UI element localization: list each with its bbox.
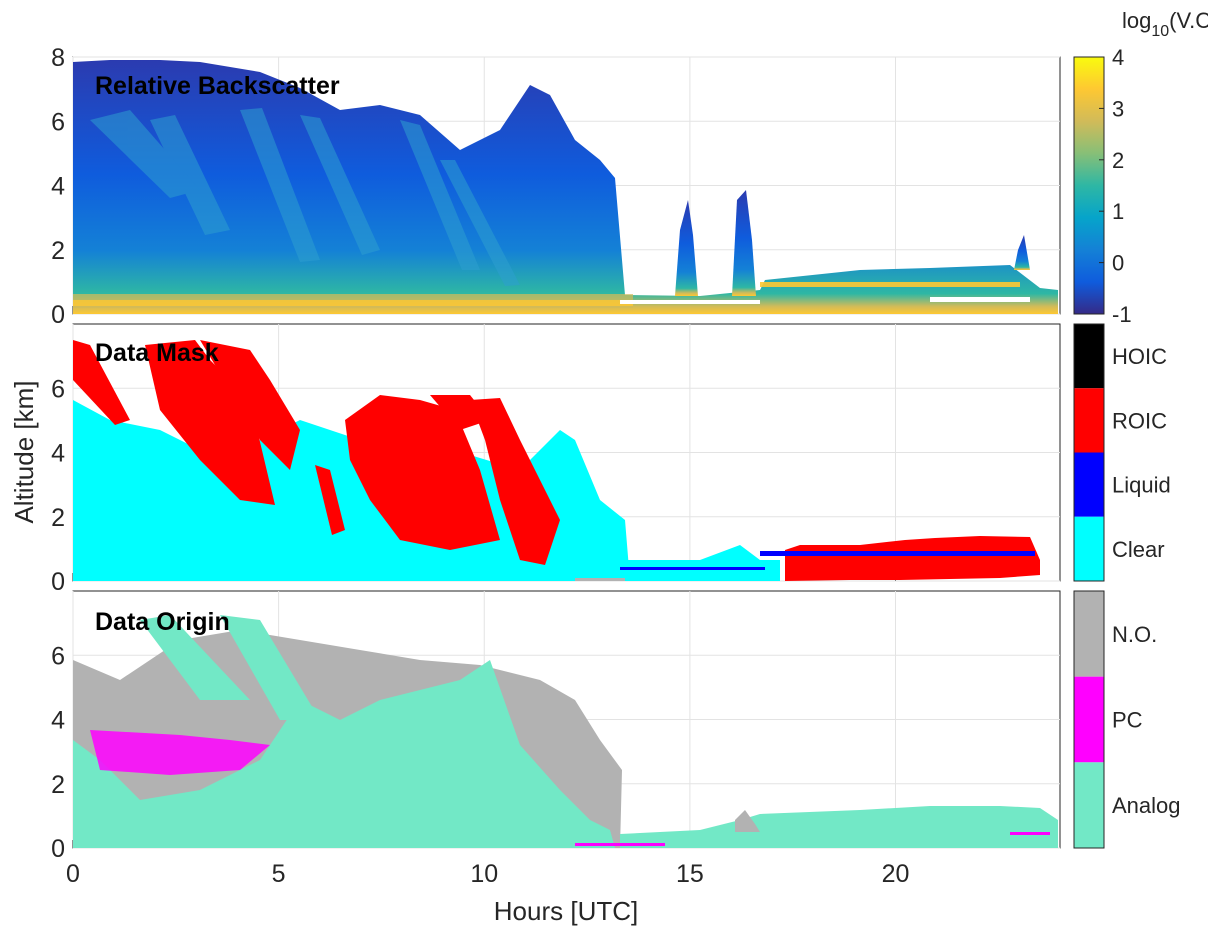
colorbar-tick-label: 0 bbox=[1112, 251, 1124, 276]
y-tick-label: 2 bbox=[51, 237, 65, 265]
backscatter-panel: Relative Backscatter 0 2 4 6 8 bbox=[51, 44, 1061, 329]
y-tick-label: 2 bbox=[51, 771, 65, 799]
y-tick-label: 4 bbox=[51, 707, 65, 735]
data-mask-panel: Data Mask 0 2 4 6 bbox=[51, 323, 1061, 596]
y-tick-label: 0 bbox=[51, 835, 65, 863]
data-origin-title: Data Origin bbox=[95, 608, 230, 636]
data-origin-heatmap bbox=[73, 615, 1058, 848]
y-tick-label: 0 bbox=[51, 301, 65, 329]
legend-label: N.O. bbox=[1112, 622, 1157, 647]
y-tick-label: 0 bbox=[51, 568, 65, 596]
y-tick-label: 6 bbox=[51, 375, 65, 403]
legend-label: Liquid bbox=[1112, 473, 1171, 498]
data-mask-heatmap bbox=[73, 340, 1040, 581]
legend-frame bbox=[1073, 323, 1105, 582]
data-origin-y-ticks: 0 2 4 6 bbox=[51, 642, 65, 863]
colorbar-tick-label: 1 bbox=[1112, 199, 1124, 224]
data-origin-legend: N.O. PC Analog bbox=[1073, 590, 1181, 849]
legend-label: HOIC bbox=[1112, 344, 1167, 369]
x-tick-label: 0 bbox=[66, 860, 80, 888]
x-tick-label: 20 bbox=[882, 860, 910, 888]
backscatter-colorbar-ticks: 4 3 2 1 0 -1 bbox=[1099, 45, 1132, 327]
data-mask-legend: HOIC ROIC Liquid Clear bbox=[1073, 323, 1171, 582]
colorbar-label: log10(V.C.R.) bbox=[1122, 8, 1208, 40]
legend-swatch bbox=[1074, 762, 1104, 848]
legend-swatch bbox=[1074, 452, 1104, 517]
y-axis-label: Altitude [km] bbox=[9, 380, 39, 523]
x-tick-label: 5 bbox=[272, 860, 286, 888]
colorbar-tick-label: -1 bbox=[1112, 302, 1132, 327]
y-tick-label: 2 bbox=[51, 504, 65, 532]
legend-label: Clear bbox=[1112, 537, 1165, 562]
backscatter-title: Relative Backscatter bbox=[95, 72, 340, 100]
legend-swatch bbox=[1074, 516, 1104, 581]
backscatter-y-ticks: 0 2 4 6 8 bbox=[51, 44, 65, 329]
legend-frame bbox=[1073, 590, 1105, 849]
x-tick-label: 10 bbox=[470, 860, 498, 888]
colorbar-tick-label: 3 bbox=[1112, 96, 1124, 121]
colorbar-tick-label: 4 bbox=[1112, 45, 1124, 70]
y-tick-label: 8 bbox=[51, 44, 65, 72]
backscatter-heatmap bbox=[73, 60, 1058, 314]
x-axis-label: Hours [UTC] bbox=[494, 896, 638, 926]
colorbar-tick-label: 2 bbox=[1112, 148, 1124, 173]
legend-swatch bbox=[1074, 591, 1104, 677]
legend-label: ROIC bbox=[1112, 408, 1167, 433]
y-tick-label: 4 bbox=[51, 440, 65, 468]
data-mask-title: Data Mask bbox=[95, 339, 219, 367]
x-axis-ticks: 0 5 10 15 20 bbox=[66, 860, 909, 888]
legend-swatch bbox=[1074, 324, 1104, 389]
legend-label: PC bbox=[1112, 708, 1143, 733]
backscatter-colorbar: 4 3 2 1 0 -1 log10(V.C.R.) bbox=[1073, 8, 1208, 327]
y-tick-label: 4 bbox=[51, 173, 65, 201]
data-mask-y-ticks: 0 2 4 6 bbox=[51, 375, 65, 596]
legend-swatch bbox=[1074, 388, 1104, 453]
x-tick-label: 15 bbox=[676, 860, 704, 888]
legend-swatch bbox=[1074, 676, 1104, 763]
y-tick-label: 6 bbox=[51, 108, 65, 136]
legend-label: Analog bbox=[1112, 793, 1181, 818]
data-origin-panel: Data Origin 0 2 4 6 bbox=[51, 590, 1061, 863]
y-tick-label: 6 bbox=[51, 642, 65, 670]
